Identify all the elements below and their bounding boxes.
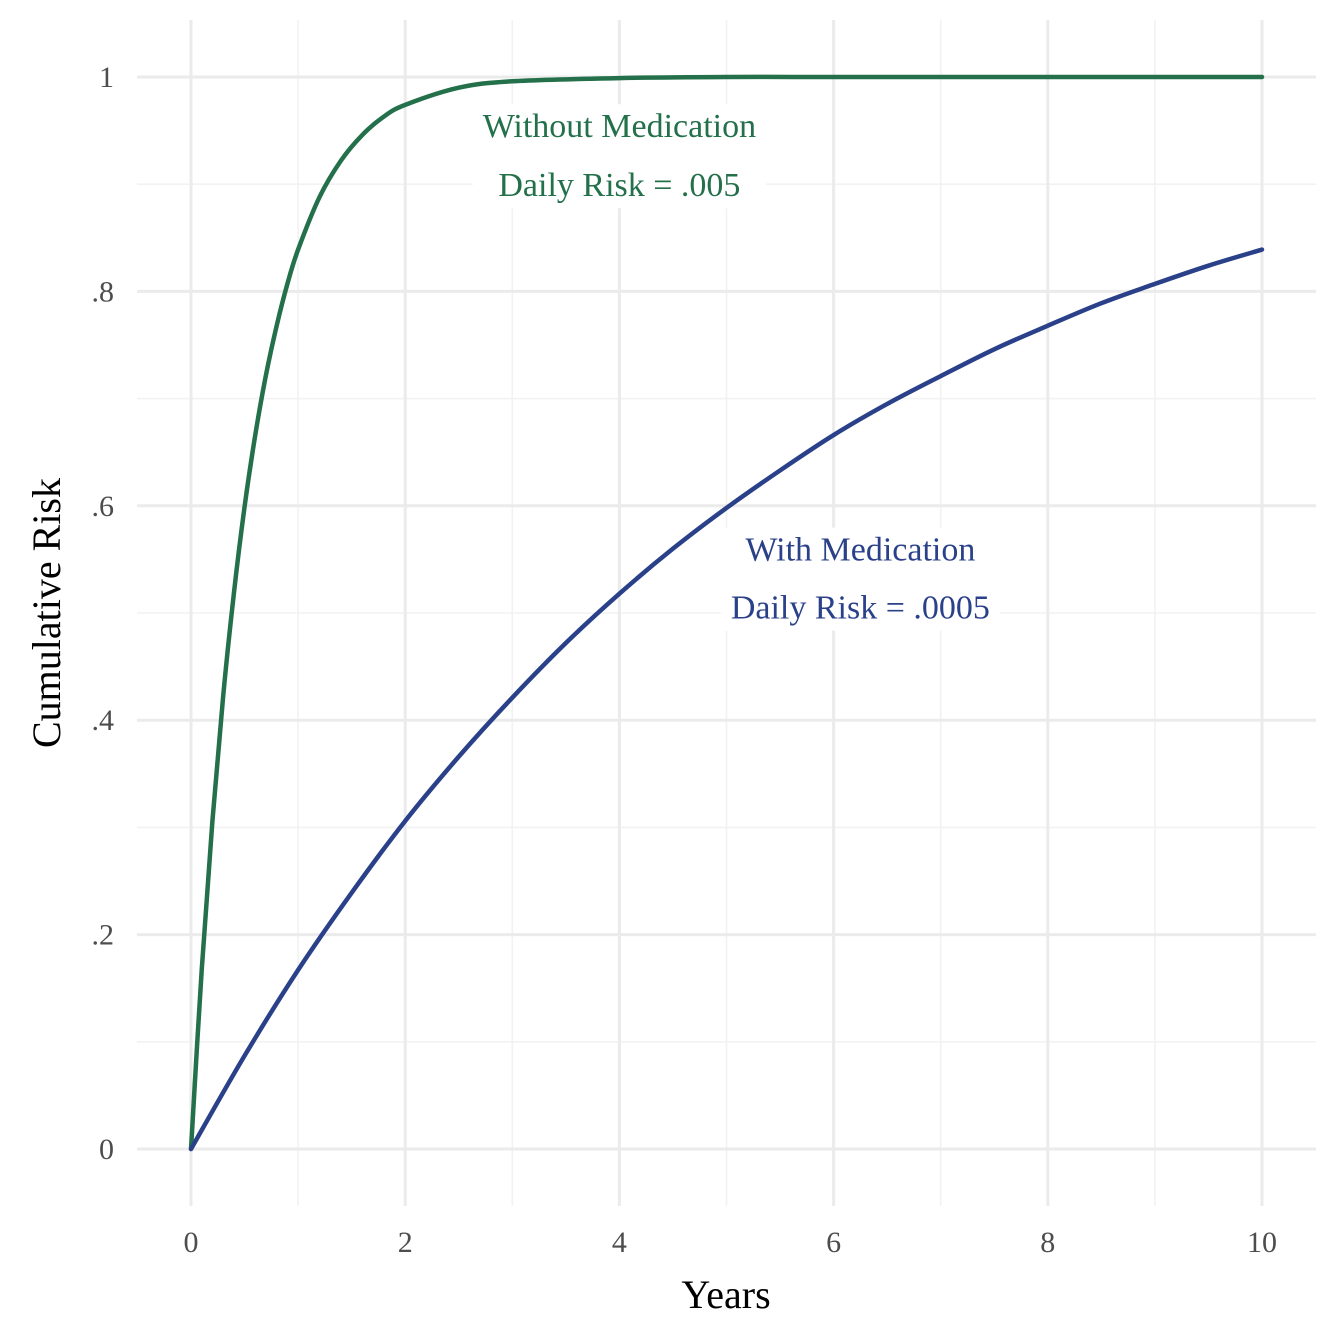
annotation-with: With Medication Daily Risk = .0005 bbox=[720, 527, 1000, 631]
x-axis-title: Years bbox=[681, 1272, 770, 1317]
annotation-line-1: With Medication bbox=[745, 532, 975, 569]
annotation-without: Without Medication Daily Risk = .005 bbox=[472, 104, 767, 209]
y-tick-label: .6 bbox=[92, 490, 115, 523]
x-tick-label: 0 bbox=[184, 1226, 199, 1259]
y-axis-title: Cumulative Risk bbox=[24, 478, 69, 748]
x-tick-label: 8 bbox=[1040, 1226, 1055, 1259]
annotation-background bbox=[720, 527, 1000, 631]
y-tick-label: 0 bbox=[99, 1133, 114, 1166]
y-tick-label: 1 bbox=[99, 61, 114, 94]
series-line-with bbox=[188, 247, 1265, 1152]
annotations: Without Medication Daily Risk = .005 With … bbox=[472, 104, 1000, 631]
y-axis-ticks: 0 .2 .4 .6 .8 1 bbox=[92, 61, 115, 1166]
series-line-without bbox=[188, 74, 1265, 1152]
series-lines bbox=[188, 74, 1265, 1152]
x-tick-label: 4 bbox=[612, 1226, 627, 1259]
annotation-line-2: Daily Risk = .005 bbox=[498, 167, 740, 204]
x-tick-label: 2 bbox=[398, 1226, 413, 1259]
y-tick-label: .2 bbox=[92, 919, 115, 952]
x-tick-label: 6 bbox=[826, 1226, 841, 1259]
y-tick-label: .4 bbox=[92, 704, 115, 737]
annotation-background bbox=[472, 104, 767, 209]
x-axis-ticks: 0 2 4 6 8 10 bbox=[184, 1226, 1278, 1259]
annotation-line-1: Without Medication bbox=[483, 108, 756, 145]
y-tick-label: .8 bbox=[92, 275, 115, 308]
x-tick-label: 10 bbox=[1247, 1226, 1277, 1259]
annotation-line-2: Daily Risk = .0005 bbox=[731, 590, 990, 627]
